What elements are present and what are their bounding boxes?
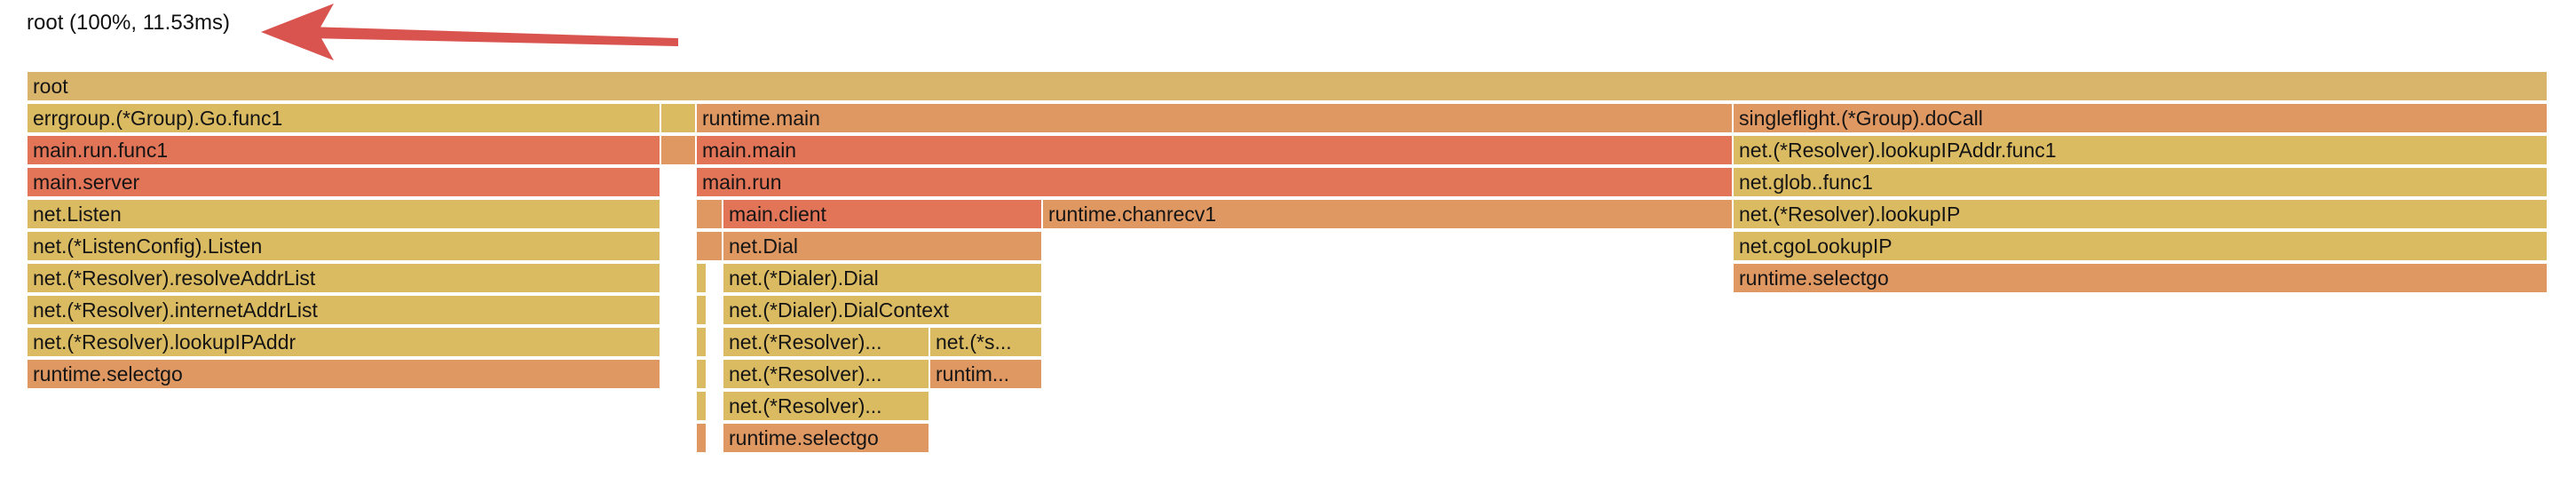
frame-internet-addr-list[interactable]: net.(*Resolver).internetAddrList [27, 295, 660, 325]
frame-resolve-addr-list[interactable]: net.(*Resolver).resolveAddrList [27, 263, 660, 293]
frame-runtime-main[interactable]: runtime.main [696, 103, 1733, 133]
frame-unlabeled[interactable] [696, 263, 707, 293]
frame-runtime-selectgo-right[interactable]: runtime.selectgo [1733, 263, 2548, 293]
frame-unlabeled[interactable] [660, 135, 696, 165]
frame-runtime-selectgo-center[interactable]: runtime.selectgo [723, 423, 929, 453]
frame-resolver-trunc-1[interactable]: net.(*Resolver)... [723, 327, 929, 357]
frame-lookup-ipaddr-func1[interactable]: net.(*Resolver).lookupIPAddr.func1 [1733, 135, 2548, 165]
frame-runtime-selectgo-left[interactable]: runtime.selectgo [27, 359, 660, 389]
frame-unlabeled[interactable] [696, 327, 707, 357]
frame-resolver-trunc-2[interactable]: net.(*Resolver)... [723, 359, 929, 389]
frame-lookup-ipaddr-left[interactable]: net.(*Resolver).lookupIPAddr [27, 327, 660, 357]
frame-root[interactable]: root [27, 71, 2548, 101]
frame-sysdialer-trunc[interactable]: net.(*s... [929, 327, 1042, 357]
frame-net-listen[interactable]: net.Listen [27, 199, 660, 229]
frame-errgroup-func1[interactable]: errgroup.(*Group).Go.func1 [27, 103, 660, 133]
frame-dialer-dial[interactable]: net.(*Dialer).Dial [723, 263, 1042, 293]
selected-frame-title: root (100%, 11.53ms) [27, 11, 230, 35]
frame-resolver-trunc-3[interactable]: net.(*Resolver)... [723, 391, 929, 421]
frame-unlabeled[interactable] [696, 359, 707, 389]
annotation-arrow-icon [261, 4, 678, 60]
frame-net-glob-func1[interactable]: net.glob..func1 [1733, 167, 2548, 197]
frame-runtime-chanrecv1[interactable]: runtime.chanrecv1 [1042, 199, 1733, 229]
frame-main-client[interactable]: main.client [723, 199, 1042, 229]
frame-unlabeled[interactable] [696, 295, 707, 325]
frame-main-run-func1[interactable]: main.run.func1 [27, 135, 660, 165]
frame-main-server[interactable]: main.server [27, 167, 660, 197]
frame-runtim-trunc[interactable]: runtim... [929, 359, 1042, 389]
frame-unlabeled[interactable] [696, 423, 707, 453]
frame-main-main[interactable]: main.main [696, 135, 1733, 165]
frame-listenconfig-listen[interactable]: net.(*ListenConfig).Listen [27, 231, 660, 261]
frame-unlabeled[interactable] [696, 231, 723, 261]
frame-resolver-lookupip[interactable]: net.(*Resolver).lookupIP [1733, 199, 2548, 229]
frame-net-cgolookupip[interactable]: net.cgoLookupIP [1733, 231, 2548, 261]
frame-unlabeled[interactable] [696, 199, 723, 229]
frame-main-run[interactable]: main.run [696, 167, 1733, 197]
frame-dialer-dialcontext[interactable]: net.(*Dialer).DialContext [723, 295, 1042, 325]
frame-net-dial[interactable]: net.Dial [723, 231, 1042, 261]
frame-unlabeled[interactable] [696, 391, 707, 421]
frame-unlabeled[interactable] [660, 103, 696, 133]
frame-singleflight-docall[interactable]: singleflight.(*Group).doCall [1733, 103, 2548, 133]
